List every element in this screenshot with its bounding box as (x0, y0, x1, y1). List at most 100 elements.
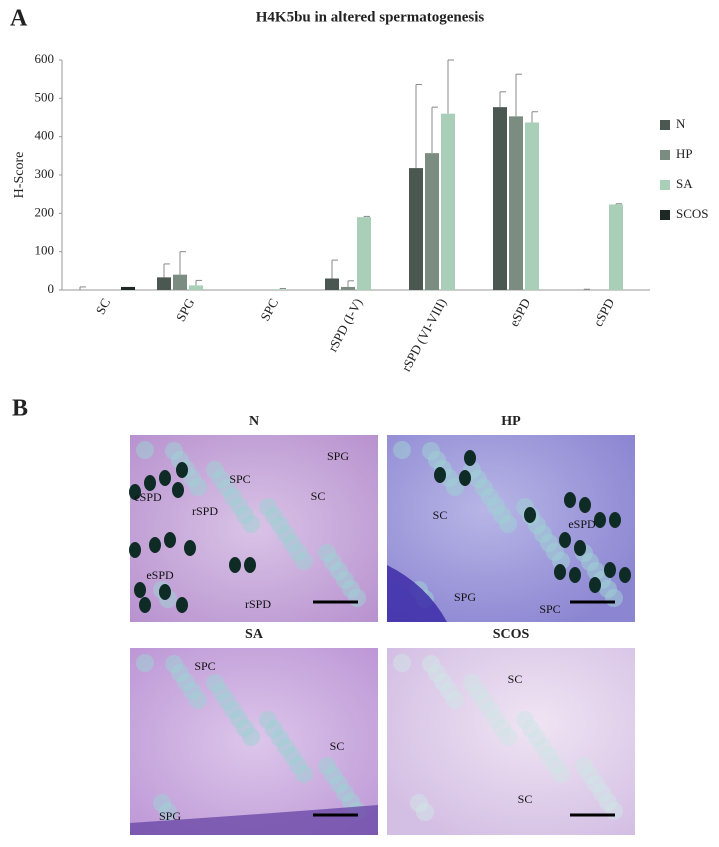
stained-cell (159, 584, 171, 600)
stained-cell (164, 532, 176, 548)
panel-label: A (10, 6, 28, 32)
bar (493, 107, 507, 291)
error-bar (331, 259, 338, 279)
nucleus (393, 441, 411, 459)
stained-cell (574, 540, 586, 556)
error-bar (447, 59, 454, 114)
legend-label: SA (676, 176, 693, 191)
image-title: SCOS (493, 627, 530, 642)
stained-cell (149, 537, 161, 553)
bar (357, 217, 371, 290)
cell-label: rSPD (192, 504, 218, 518)
stained-cell (172, 482, 184, 498)
error-bar (531, 111, 538, 123)
bar (425, 153, 439, 290)
error-bar (363, 215, 370, 218)
tissue-edge (130, 805, 378, 835)
y-tick-label: 600 (35, 51, 55, 66)
y-tick-label: 0 (48, 281, 55, 296)
stained-cell (609, 512, 621, 528)
stained-cell (459, 470, 471, 486)
cell-label: SPC (229, 472, 250, 486)
nucleus (136, 441, 154, 459)
stained-cell (434, 467, 446, 483)
nucleus (136, 654, 154, 672)
stained-cell (134, 582, 146, 598)
stained-cell (176, 597, 188, 613)
cell-label: SPC (194, 659, 215, 673)
bar (121, 286, 135, 290)
x-tick-label: cSPD (590, 296, 617, 329)
cell-label: rSPD (245, 597, 271, 611)
error-bar (179, 251, 186, 275)
bar (273, 289, 287, 290)
nucleus (422, 655, 440, 673)
cell-label: SC (330, 739, 345, 753)
legend-label: N (676, 116, 686, 131)
bar (157, 277, 171, 290)
nucleus (206, 461, 224, 479)
cell-label: eSPD (568, 517, 596, 531)
y-tick-label: 500 (35, 89, 55, 104)
stained-cell (604, 562, 616, 578)
x-tick-label: rSPD (I-V) (325, 296, 366, 354)
stained-cell (564, 492, 576, 508)
nucleus (165, 442, 183, 460)
stained-cell (559, 532, 571, 548)
stained-cell (176, 462, 188, 478)
stained-cell (229, 557, 241, 573)
cell-label: SPC (539, 602, 560, 616)
stained-cell (159, 470, 171, 486)
stained-cell (139, 597, 151, 613)
stained-cell (594, 512, 606, 528)
x-tick-label: rSPD (VI-VIII) (398, 296, 449, 374)
stained-cell (589, 577, 601, 593)
x-tick-label: SPG (173, 296, 197, 324)
error-bar (195, 279, 202, 286)
bar (409, 168, 423, 290)
nucleus (318, 544, 336, 562)
cell-label: SPG (159, 809, 181, 823)
stained-cell (569, 567, 581, 583)
error-bar (615, 203, 622, 205)
stained-cell (464, 450, 476, 466)
x-tick-label: eSPD (506, 296, 533, 329)
y-tick-label: 400 (35, 128, 55, 143)
stained-cell (619, 567, 631, 583)
legend-swatch (660, 120, 670, 130)
nucleus (463, 674, 481, 692)
image-title: SA (245, 627, 264, 642)
error-bar (499, 91, 506, 108)
nucleus (575, 757, 593, 775)
panel-label: B (12, 396, 28, 422)
bar (509, 116, 523, 290)
stained-cell (579, 497, 591, 513)
cell-label: eSPD (146, 568, 174, 582)
bar (441, 113, 455, 291)
bar (341, 286, 355, 290)
error-bar (347, 280, 354, 287)
nucleus (422, 442, 440, 460)
x-tick-label: SPC (257, 296, 281, 323)
cell-label: SC (508, 672, 523, 686)
legend-label: HP (676, 146, 693, 161)
legend-swatch (660, 210, 670, 220)
stained-cell (244, 557, 256, 573)
y-axis-label: H-Score (12, 152, 27, 199)
cell-label: eSPD (134, 490, 162, 504)
cell-label: SC (518, 792, 533, 806)
tissue-fold (387, 565, 447, 622)
nucleus (259, 498, 277, 516)
image-title: HP (501, 414, 521, 429)
legend-label: SCOS (676, 206, 709, 221)
nucleus (206, 674, 224, 692)
bar (189, 285, 203, 290)
error-bar (279, 287, 286, 290)
bar (609, 204, 623, 290)
legend-swatch (660, 180, 670, 190)
x-tick-label: SC (93, 296, 114, 317)
error-bar (163, 263, 170, 278)
stained-cell (129, 484, 141, 500)
bar (173, 274, 187, 290)
error-bar (415, 84, 422, 169)
